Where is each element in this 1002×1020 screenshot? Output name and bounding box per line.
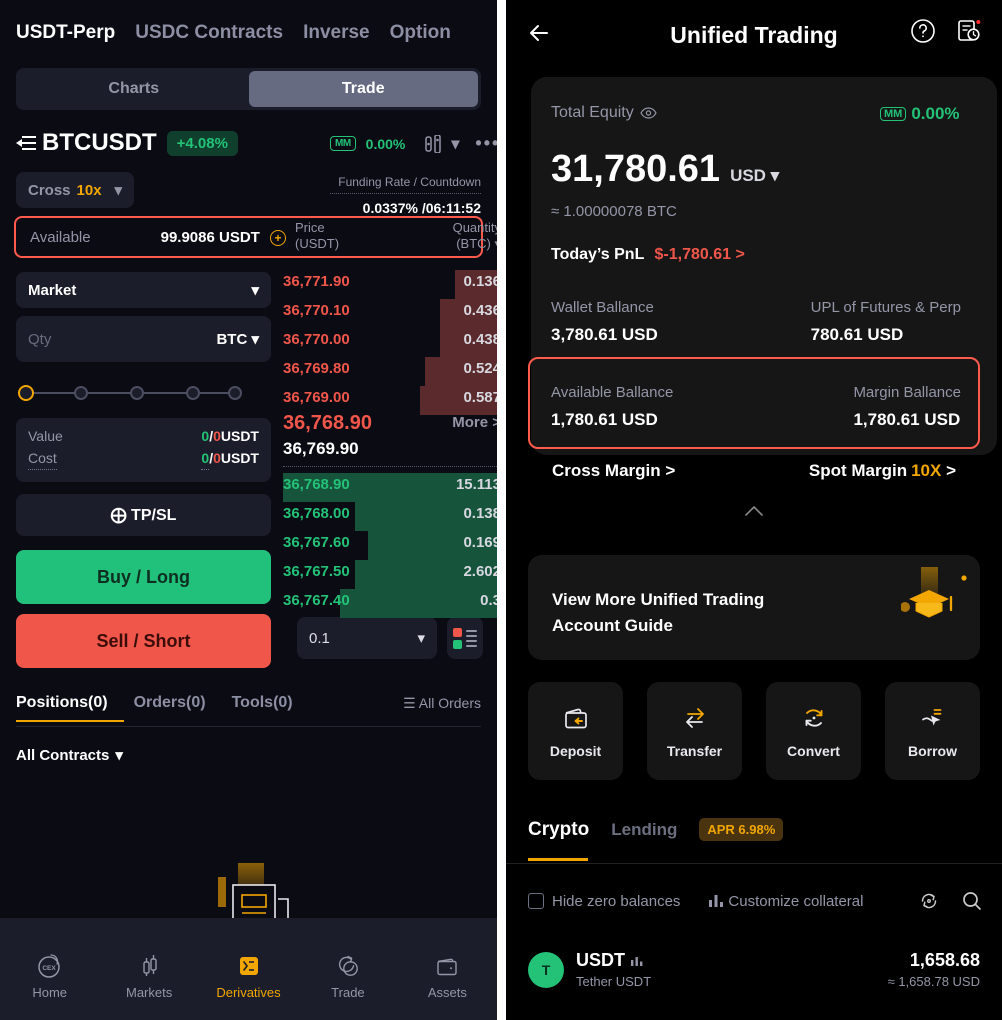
- svg-text:T: T: [542, 962, 551, 978]
- svg-text:CEX: CEX: [42, 965, 56, 972]
